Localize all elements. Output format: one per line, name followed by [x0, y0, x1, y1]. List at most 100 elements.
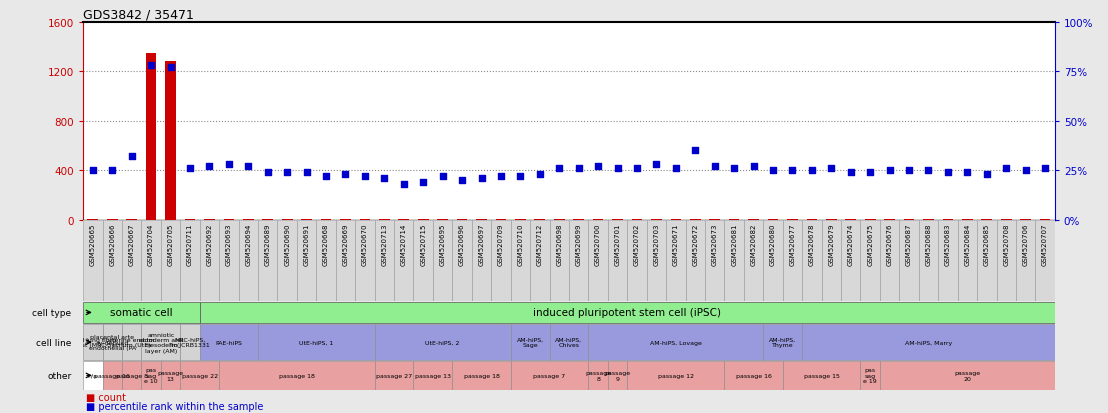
FancyBboxPatch shape	[491, 220, 511, 301]
FancyBboxPatch shape	[1016, 220, 1035, 301]
FancyBboxPatch shape	[375, 220, 394, 301]
Text: passage 8: passage 8	[115, 373, 147, 378]
Point	[103, 168, 121, 174]
FancyBboxPatch shape	[122, 361, 142, 390]
FancyBboxPatch shape	[996, 220, 1016, 301]
Point	[765, 168, 782, 174]
FancyBboxPatch shape	[277, 220, 297, 301]
Point	[861, 170, 879, 176]
Text: pas
sag
e 19: pas sag e 19	[863, 368, 878, 383]
Text: GSM520687: GSM520687	[906, 223, 912, 265]
FancyBboxPatch shape	[608, 220, 627, 301]
Text: passage
13: passage 13	[157, 370, 184, 381]
Text: GSM520679: GSM520679	[829, 223, 834, 265]
FancyBboxPatch shape	[375, 361, 413, 390]
Text: fetal lung fibro
blast (MRC-5): fetal lung fibro blast (MRC-5)	[70, 337, 116, 347]
Point	[356, 173, 373, 180]
FancyBboxPatch shape	[550, 220, 570, 301]
Point	[259, 170, 277, 176]
Point	[278, 170, 296, 176]
Text: GSM520670: GSM520670	[362, 223, 368, 265]
Point	[803, 168, 821, 174]
FancyBboxPatch shape	[763, 325, 802, 360]
Text: cell line: cell line	[37, 338, 71, 347]
Text: GSM520672: GSM520672	[692, 223, 698, 265]
FancyBboxPatch shape	[802, 220, 822, 301]
FancyBboxPatch shape	[181, 220, 199, 301]
FancyBboxPatch shape	[103, 325, 122, 360]
Point	[473, 176, 491, 182]
FancyBboxPatch shape	[841, 220, 861, 301]
Point	[433, 173, 451, 180]
Text: GSM520703: GSM520703	[654, 223, 659, 265]
FancyBboxPatch shape	[880, 220, 900, 301]
FancyBboxPatch shape	[725, 220, 743, 301]
FancyBboxPatch shape	[861, 361, 880, 390]
FancyBboxPatch shape	[336, 220, 356, 301]
FancyBboxPatch shape	[725, 361, 782, 390]
FancyBboxPatch shape	[588, 361, 608, 390]
Text: passage 13: passage 13	[414, 373, 451, 378]
Text: GSM520700: GSM520700	[595, 223, 602, 265]
FancyBboxPatch shape	[511, 361, 588, 390]
Text: GSM520671: GSM520671	[673, 223, 679, 265]
Text: placental arte
ry-derived
endothelial (PA: placental arte ry-derived endothelial (P…	[89, 335, 136, 350]
FancyBboxPatch shape	[316, 220, 336, 301]
FancyBboxPatch shape	[122, 325, 142, 360]
FancyBboxPatch shape	[588, 325, 763, 360]
Text: GSM520699: GSM520699	[576, 223, 582, 265]
Text: GSM520691: GSM520691	[304, 223, 309, 265]
Point	[881, 168, 899, 174]
Text: GSM520666: GSM520666	[110, 223, 115, 265]
Point	[84, 168, 102, 174]
Point	[608, 166, 626, 172]
Text: UtE-hiPS, 2: UtE-hiPS, 2	[425, 340, 460, 345]
Text: passage
8: passage 8	[585, 370, 612, 381]
FancyBboxPatch shape	[511, 220, 530, 301]
Text: GSM520705: GSM520705	[167, 223, 174, 265]
Text: GSM520683: GSM520683	[945, 223, 951, 265]
FancyBboxPatch shape	[297, 220, 316, 301]
Text: PAE-hiPS: PAE-hiPS	[215, 340, 243, 345]
FancyBboxPatch shape	[258, 220, 277, 301]
FancyBboxPatch shape	[219, 361, 375, 390]
Text: GSM520673: GSM520673	[711, 223, 718, 265]
Text: GSM520695: GSM520695	[440, 223, 445, 265]
Point	[745, 164, 762, 170]
FancyBboxPatch shape	[627, 361, 725, 390]
FancyBboxPatch shape	[938, 220, 957, 301]
Point	[1017, 168, 1035, 174]
Text: GSM520708: GSM520708	[1003, 223, 1009, 265]
Text: GSM520667: GSM520667	[129, 223, 135, 265]
FancyBboxPatch shape	[588, 220, 608, 301]
Point	[201, 164, 218, 170]
FancyBboxPatch shape	[103, 361, 122, 390]
Point	[317, 173, 335, 180]
Point	[551, 166, 568, 172]
Point	[531, 171, 548, 178]
FancyBboxPatch shape	[103, 220, 122, 301]
Point	[337, 171, 355, 178]
Point	[394, 181, 412, 188]
FancyBboxPatch shape	[647, 220, 666, 301]
FancyBboxPatch shape	[452, 361, 511, 390]
Text: GSM520680: GSM520680	[770, 223, 776, 265]
Point	[181, 166, 198, 172]
FancyBboxPatch shape	[83, 325, 103, 360]
Text: ■ count: ■ count	[86, 392, 126, 402]
Point	[940, 170, 957, 176]
Text: GSM520684: GSM520684	[964, 223, 971, 265]
FancyBboxPatch shape	[782, 220, 802, 301]
Text: GSM520707: GSM520707	[1043, 223, 1048, 265]
FancyBboxPatch shape	[861, 220, 880, 301]
Point	[376, 176, 393, 182]
Text: GSM520704: GSM520704	[148, 223, 154, 265]
FancyBboxPatch shape	[452, 220, 472, 301]
Text: GSM520701: GSM520701	[615, 223, 620, 265]
Text: passage 7: passage 7	[533, 373, 565, 378]
FancyBboxPatch shape	[782, 361, 861, 390]
Point	[628, 166, 646, 172]
FancyBboxPatch shape	[705, 220, 725, 301]
Point	[726, 166, 743, 172]
Text: GSM520702: GSM520702	[634, 223, 640, 265]
